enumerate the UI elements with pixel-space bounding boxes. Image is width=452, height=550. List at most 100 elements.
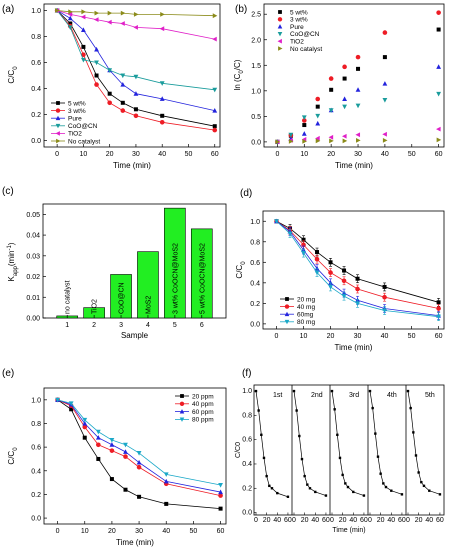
x-tick-label: 40 <box>381 151 389 158</box>
cycle-3: 3rd 0 20 40 60 <box>329 385 368 524</box>
data-point <box>400 493 404 496</box>
x-tick-label: 60 <box>322 517 330 524</box>
cycle-line <box>293 391 327 496</box>
legend-marker <box>55 123 61 129</box>
x-tick-label: 30 <box>354 333 362 340</box>
x-tick-label: 20 <box>377 517 385 524</box>
data-point <box>301 115 307 120</box>
data-point <box>218 489 223 495</box>
data-point <box>292 389 296 393</box>
x-tick-label: 60 <box>435 151 443 158</box>
x-tick-label: 3 <box>119 322 123 329</box>
x-tick-label: 60 <box>436 517 444 524</box>
y-tick-label: 1.0 <box>242 388 252 395</box>
x-tick-label: 20 <box>106 151 114 158</box>
data-point <box>287 231 293 237</box>
data-point <box>368 389 372 393</box>
data-point <box>268 484 271 488</box>
data-point <box>270 487 274 490</box>
x-tick-label: 0 <box>56 528 60 535</box>
y-tick-label: 1.0 <box>31 8 41 15</box>
y-tick-label: 0.00 <box>26 316 40 323</box>
data-point <box>136 459 142 465</box>
y-tick-label: 0.0 <box>31 516 41 523</box>
x-tick-label: 60 <box>284 517 292 524</box>
data-point <box>81 44 86 49</box>
data-point <box>82 420 88 426</box>
x-tick-label: 60 <box>398 517 406 524</box>
legend-label: 40 mg <box>297 304 315 311</box>
data-point <box>257 409 260 412</box>
data-point <box>376 455 380 458</box>
x-tick-label: 10 <box>300 333 308 340</box>
x-tick-label: 0 <box>275 333 279 340</box>
data-point <box>342 268 347 273</box>
y-tick-label: 0.6 <box>31 60 41 67</box>
x-tick-label: 20 <box>108 528 116 535</box>
y-tick-label: 0.04 <box>26 233 40 240</box>
data-point <box>136 464 142 470</box>
cycle-label: 4th <box>387 392 397 399</box>
y-tick-label: 0.4 <box>31 468 41 475</box>
y-tick-label: 0.02 <box>26 274 40 281</box>
data-point <box>68 21 73 26</box>
y-tick-label: 0.0 <box>31 138 41 145</box>
cycle-line <box>369 391 403 495</box>
legend-label: Pure <box>68 116 82 123</box>
y-axis-label: C/C0 <box>235 442 242 458</box>
y-tick-label: 0.05 <box>26 212 40 219</box>
data-point <box>123 454 128 459</box>
cycle-line <box>407 391 441 495</box>
data-point <box>355 132 361 138</box>
data-point <box>136 451 142 456</box>
data-point <box>159 120 165 125</box>
y-tick-label: 0.8 <box>250 239 260 246</box>
x-tick-label: 40 <box>162 528 170 535</box>
y-tick-label: 1.0 <box>31 397 41 404</box>
y-tick-label: 0.4 <box>250 280 260 287</box>
legend-label: CoO@CN <box>68 123 98 130</box>
x-tick-label: 30 <box>132 151 140 158</box>
x-tick-label: 60 <box>360 517 368 524</box>
x-tick-label: 0 <box>55 151 59 158</box>
x-tick-label: 2 <box>92 322 96 329</box>
data-point <box>382 98 388 103</box>
data-point <box>315 120 321 126</box>
data-point <box>315 104 320 109</box>
data-point <box>355 286 360 292</box>
plot-frame <box>43 387 227 525</box>
data-point <box>160 12 165 17</box>
data-point <box>218 493 223 498</box>
series-3 <box>275 91 442 145</box>
data-point <box>120 10 126 16</box>
x-tick-label: 30 <box>354 151 362 158</box>
data-point <box>107 68 113 73</box>
data-point <box>382 308 387 314</box>
data-point <box>133 25 138 30</box>
data-point <box>342 96 347 101</box>
legend-marker <box>285 297 289 301</box>
legend-label: 20 mg <box>297 296 315 303</box>
data-point <box>300 457 304 461</box>
data-point <box>109 438 115 443</box>
data-point <box>341 294 347 299</box>
data-point <box>107 91 112 96</box>
legend-marker <box>179 417 185 422</box>
data-point <box>55 8 60 13</box>
data-point <box>414 454 418 457</box>
data-point <box>254 389 258 393</box>
legend-marker <box>284 304 290 309</box>
data-point <box>212 87 218 93</box>
plot-frame <box>263 3 445 148</box>
data-point <box>94 46 99 52</box>
data-point <box>382 137 388 143</box>
y-axis-label: C/C0 <box>7 66 19 84</box>
data-point <box>94 60 99 66</box>
data-point <box>342 76 347 81</box>
data-point <box>123 442 128 448</box>
x-tick-label: 0 <box>254 517 258 524</box>
series-5 <box>275 137 442 145</box>
data-point <box>355 103 361 109</box>
x-tick-label: 60 <box>217 528 225 535</box>
